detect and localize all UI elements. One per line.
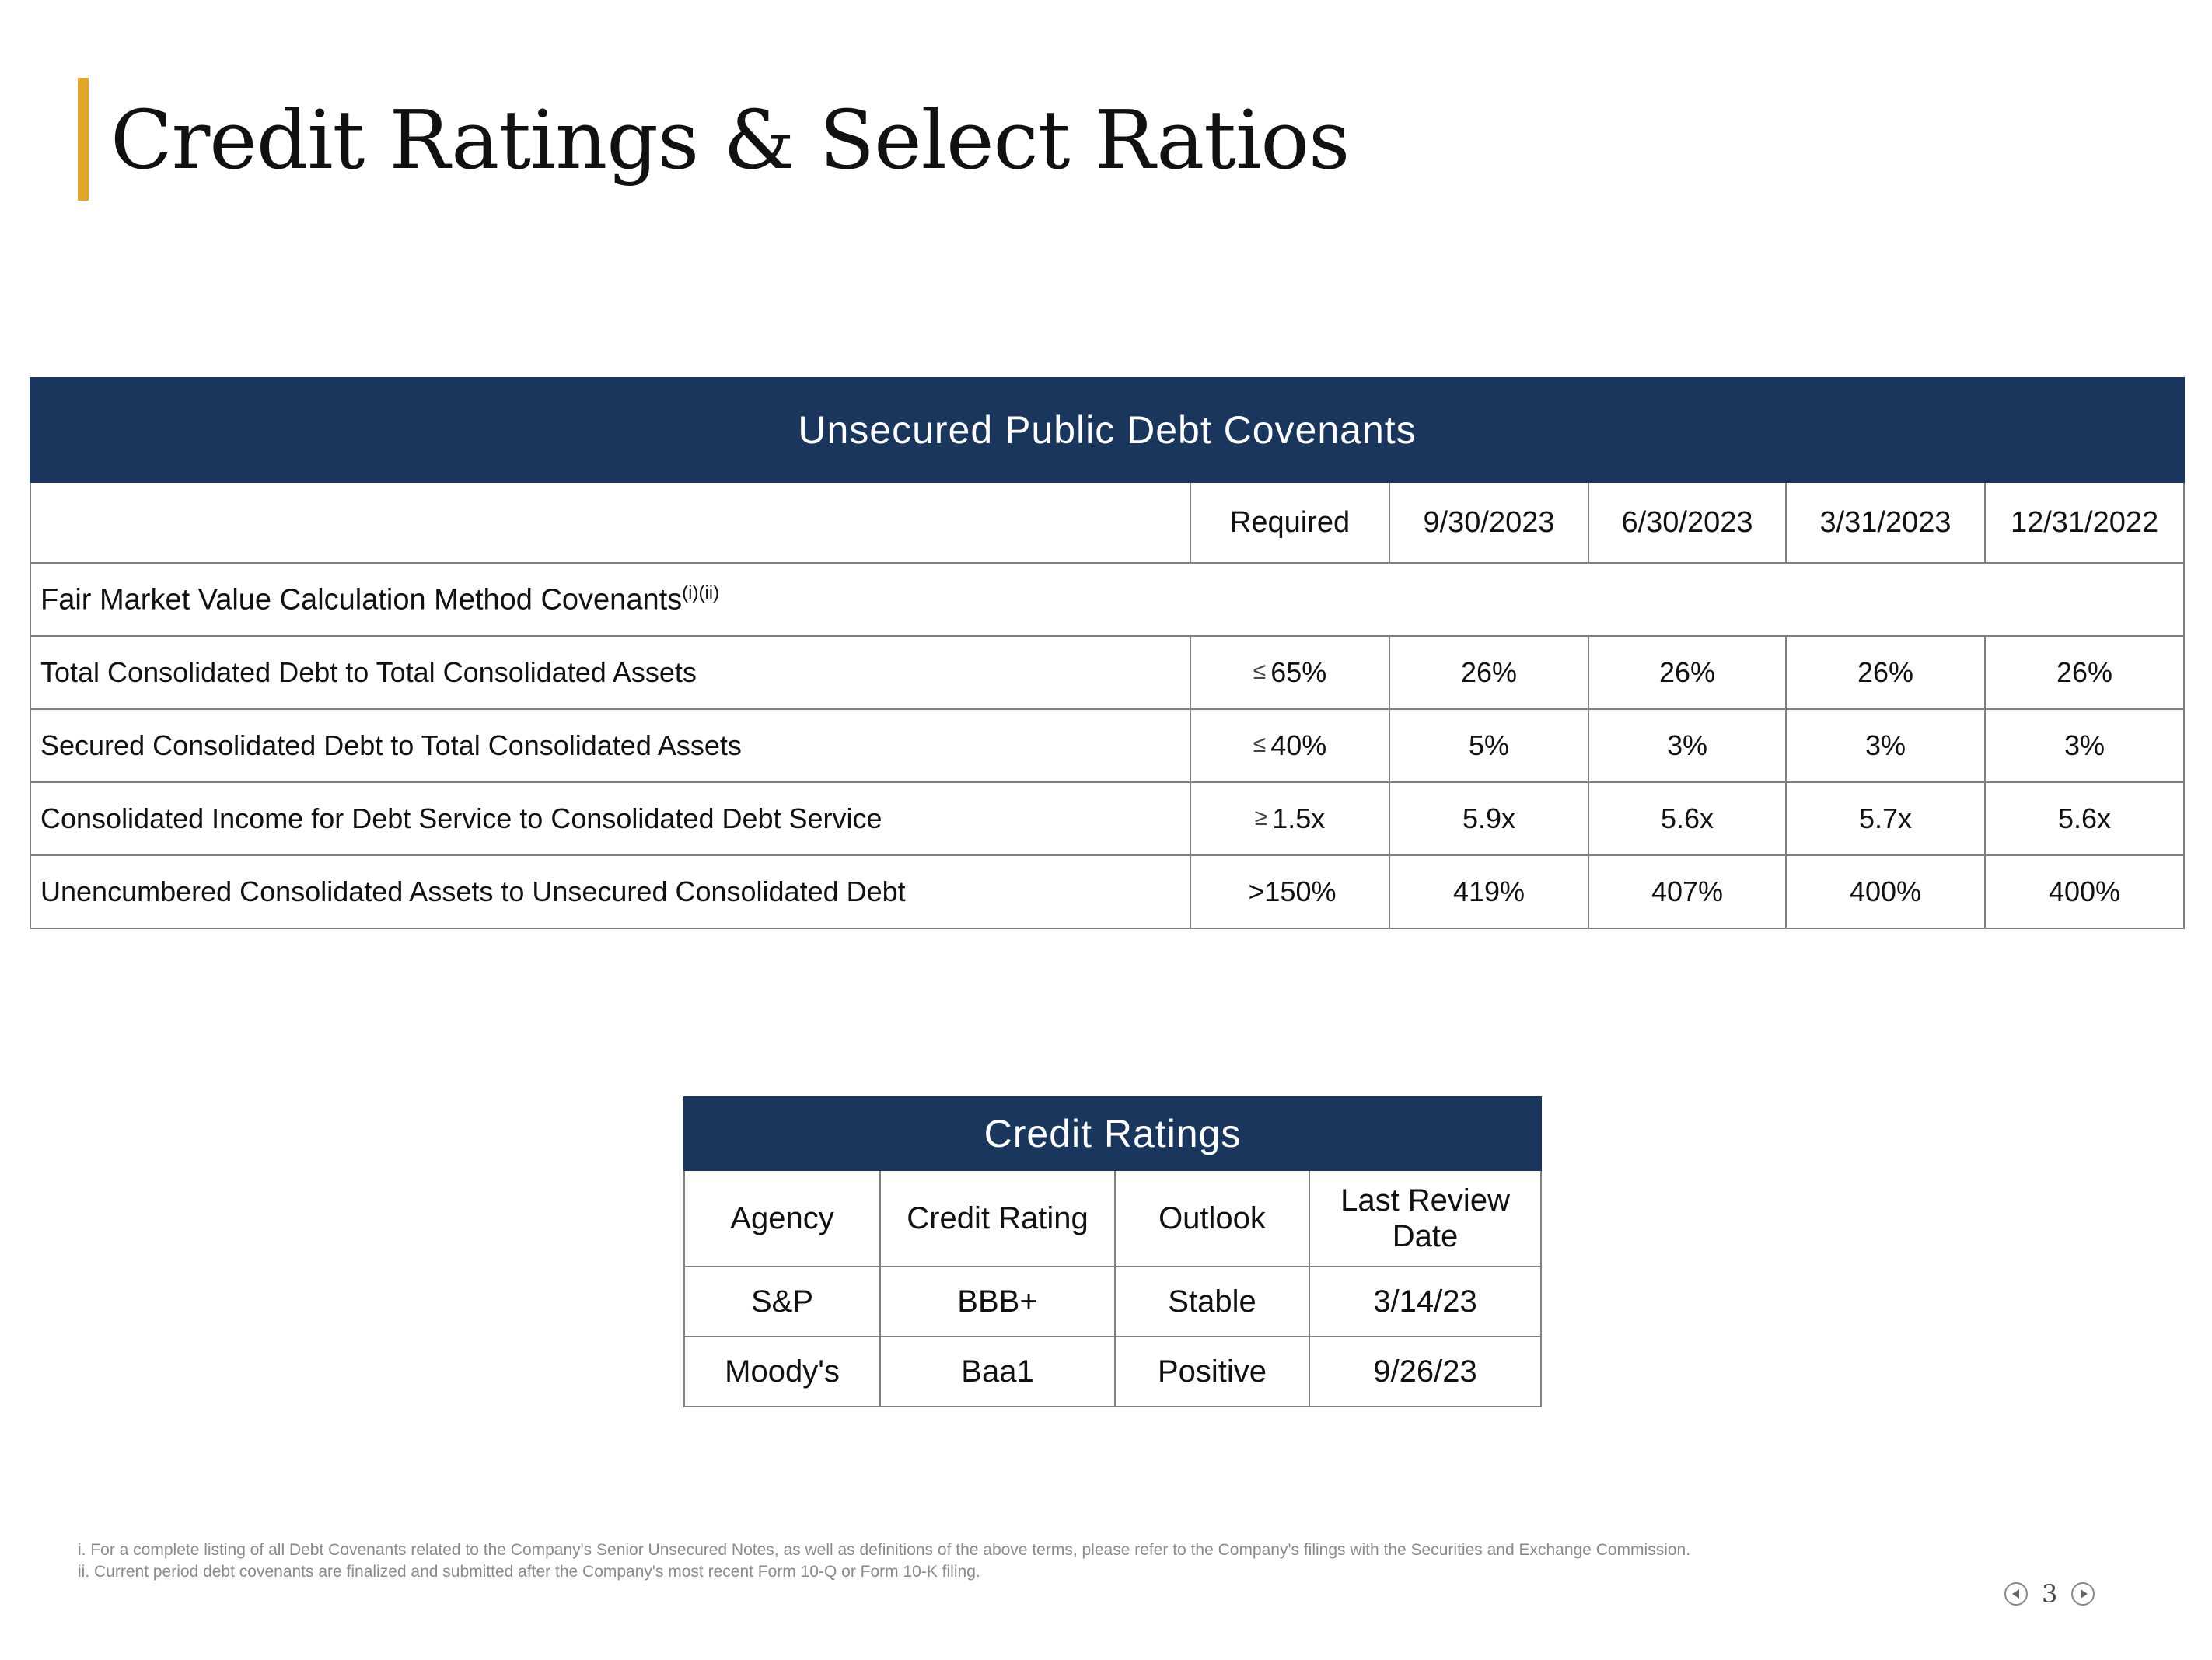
row-label: Consolidated Income for Debt Service to … bbox=[30, 781, 1191, 856]
required-value: >150% bbox=[1248, 875, 1337, 907]
value-cell: 5.6x bbox=[1588, 781, 1787, 856]
required-cell: ≥1.5x bbox=[1190, 781, 1390, 856]
required-value: 65% bbox=[1270, 656, 1327, 688]
rating-cell: Baa1 bbox=[879, 1336, 1116, 1407]
prev-page-icon[interactable] bbox=[2004, 1582, 2028, 1606]
value-cell: 5.7x bbox=[1785, 781, 1986, 856]
header-cell: Required bbox=[1190, 481, 1390, 564]
value-cell: 5.6x bbox=[1983, 781, 2186, 856]
section-label: Fair Market Value Calculation Method Cov… bbox=[40, 583, 683, 617]
header-cell: Outlook bbox=[1114, 1169, 1310, 1267]
footnote-i: i. For a complete listing of all Debt Co… bbox=[78, 1541, 1691, 1559]
title-accent-bar bbox=[78, 78, 89, 201]
outlook-cell: Stable bbox=[1114, 1266, 1310, 1337]
covenants-header-row: Required 9/30/2023 6/30/2023 3/31/2023 1… bbox=[30, 481, 2186, 564]
table-row: Unencumbered Consolidated Assets to Unse… bbox=[30, 854, 2186, 929]
required-value: 40% bbox=[1270, 729, 1327, 761]
credit-ratings-title: Credit Ratings bbox=[683, 1096, 1543, 1171]
header-cell-empty bbox=[30, 481, 1191, 564]
table-row: Secured Consolidated Debt to Total Conso… bbox=[30, 708, 2186, 783]
table-row: S&P BBB+ Stable 3/14/23 bbox=[683, 1266, 1543, 1337]
row-label: Total Consolidated Debt to Total Consoli… bbox=[30, 635, 1191, 710]
value-cell: 407% bbox=[1588, 854, 1787, 929]
value-cell: 3% bbox=[1785, 708, 1986, 783]
header-cell: 9/30/2023 bbox=[1389, 481, 1589, 564]
page-title: Credit Ratings & Select Ratios bbox=[110, 93, 1350, 187]
page-number: 3 bbox=[2042, 1579, 2058, 1609]
required-cell: >150% bbox=[1190, 854, 1390, 929]
review-date-cell: 9/26/23 bbox=[1308, 1336, 1543, 1407]
agency-cell: S&P bbox=[683, 1266, 881, 1337]
row-label: Secured Consolidated Debt to Total Conso… bbox=[30, 708, 1191, 783]
value-cell: 400% bbox=[1983, 854, 2186, 929]
table-row: Consolidated Income for Debt Service to … bbox=[30, 781, 2186, 856]
header-cell: Last Review Date bbox=[1308, 1169, 1543, 1267]
value-cell: 5% bbox=[1389, 708, 1589, 783]
credit-ratings-table: Credit Ratings Agency Credit Rating Outl… bbox=[683, 1096, 1543, 1407]
value-cell: 26% bbox=[1389, 635, 1589, 710]
comparison-symbol: ≥ bbox=[1254, 805, 1268, 830]
header-cell: 6/30/2023 bbox=[1588, 481, 1787, 564]
header-cell: 3/31/2023 bbox=[1785, 481, 1986, 564]
value-cell: 3% bbox=[1588, 708, 1787, 783]
value-cell: 3% bbox=[1983, 708, 2186, 783]
header-cell: Agency bbox=[683, 1169, 881, 1267]
header-cell: 12/31/2022 bbox=[1983, 481, 2186, 564]
section-label-cell: Fair Market Value Calculation Method Cov… bbox=[29, 562, 2186, 637]
ratings-header-row: Agency Credit Rating Outlook Last Review… bbox=[683, 1169, 1543, 1267]
section-row: Fair Market Value Calculation Method Cov… bbox=[29, 562, 2186, 637]
review-date-cell: 3/14/23 bbox=[1308, 1266, 1543, 1337]
page-navigation: 3 bbox=[2004, 1578, 2095, 1609]
required-cell: ≤40% bbox=[1190, 708, 1390, 783]
table-row: Total Consolidated Debt to Total Consoli… bbox=[30, 635, 2186, 710]
comparison-symbol: ≤ bbox=[1253, 732, 1267, 757]
rating-cell: BBB+ bbox=[879, 1266, 1116, 1337]
covenants-table: Unsecured Public Debt Covenants Required… bbox=[29, 377, 2186, 929]
value-cell: 26% bbox=[1588, 635, 1787, 710]
next-page-icon[interactable] bbox=[2071, 1582, 2095, 1606]
value-cell: 26% bbox=[1983, 635, 2186, 710]
covenants-table-title: Unsecured Public Debt Covenants bbox=[29, 377, 2186, 483]
outlook-cell: Positive bbox=[1114, 1336, 1310, 1407]
required-cell: ≤65% bbox=[1190, 635, 1390, 710]
table-row: Moody's Baa1 Positive 9/26/23 bbox=[683, 1336, 1543, 1407]
value-cell: 26% bbox=[1785, 635, 1986, 710]
agency-cell: Moody's bbox=[683, 1336, 881, 1407]
section-footnote-ref: (i)(ii) bbox=[682, 582, 720, 603]
comparison-symbol: ≤ bbox=[1253, 659, 1267, 684]
value-cell: 400% bbox=[1785, 854, 1986, 929]
header-cell: Credit Rating bbox=[879, 1169, 1116, 1267]
row-label: Unencumbered Consolidated Assets to Unse… bbox=[30, 854, 1191, 929]
value-cell: 5.9x bbox=[1389, 781, 1589, 856]
required-value: 1.5x bbox=[1272, 802, 1326, 834]
footnotes: i. For a complete listing of all Debt Co… bbox=[78, 1539, 1905, 1583]
value-cell: 419% bbox=[1389, 854, 1589, 929]
footnote-ii: ii. Current period debt covenants are fi… bbox=[78, 1563, 980, 1581]
